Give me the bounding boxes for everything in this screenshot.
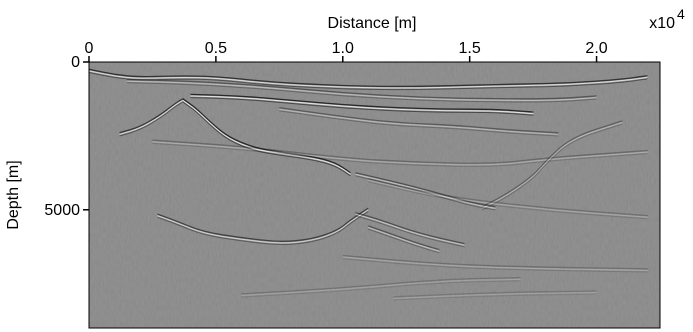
reflector-mid-2-trough — [152, 139, 648, 164]
reflector-base-salt — [157, 207, 369, 245]
x-tick-label-1: 0.5 — [205, 40, 227, 57]
reflector-bright-layer — [190, 93, 534, 116]
y-axis: 0 5000 — [44, 54, 89, 219]
reflector-deep-5-sidelobe — [393, 293, 598, 301]
reflector-deep-3-peak — [342, 256, 648, 271]
reflector-mid-2 — [152, 139, 648, 167]
reflector-sub-salt-2-sidelobe — [368, 228, 440, 254]
reflector-fault — [482, 120, 623, 211]
reflector-deep-2-peak — [368, 179, 648, 218]
reflector-sub-salt-1-trough — [355, 211, 466, 245]
reflector-bright-layer-trough — [190, 93, 534, 113]
reflector-mid-1-peak — [279, 108, 560, 135]
reflector-deep-4-peak — [241, 278, 521, 297]
reflector-salt-top-left-sidelobe — [119, 101, 184, 137]
reflector-sub-salt-1 — [355, 211, 466, 248]
reflector-base-salt-peak — [157, 209, 369, 244]
reflector-sub-salt-1-sidelobe — [355, 215, 466, 248]
reflector-sub-salt-2-trough — [367, 225, 440, 251]
x-tick-label-2: 1.0 — [332, 40, 354, 57]
reflector-sub-salt-2-peak — [368, 226, 440, 252]
reflector-salt-top-left — [119, 98, 184, 137]
reflector-deep-3 — [342, 254, 648, 273]
reflector-fault-sidelobe — [482, 123, 623, 211]
reflector-salt-top-right-peak — [182, 99, 351, 175]
x-tick-label-4: 2.0 — [585, 40, 607, 57]
reflector-deep-2-sidelobe — [368, 181, 648, 220]
reflector-deep-1-peak — [355, 173, 496, 209]
reflector-deep-5-peak — [393, 291, 598, 299]
x-tick-label-3: 1.5 — [459, 40, 481, 57]
reflector-layer — [89, 68, 648, 301]
reflector-deep-4-sidelobe — [241, 280, 521, 298]
reflector-base-salt-sidelobe — [157, 210, 369, 245]
reflector-shallow-1-trough — [127, 78, 598, 100]
reflector-bright-layer-sidelobe — [190, 97, 534, 116]
reflector-base-salt-trough — [157, 207, 369, 242]
reflector-deep-2 — [368, 177, 648, 220]
reflector-sub-salt-1-peak — [355, 213, 466, 246]
reflector-seafloor-trough — [89, 68, 648, 88]
x-multiplier-label: x10 — [649, 15, 675, 32]
reflector-deep-2-trough — [368, 177, 648, 217]
reflector-fault-trough — [482, 120, 623, 208]
reflector-deep-4-trough — [241, 276, 522, 295]
reflector-deep-1-sidelobe — [355, 175, 496, 211]
reflector-salt-top-left-trough — [119, 98, 184, 134]
reflector-shallow-1 — [127, 78, 598, 103]
reflector-shallow-1-peak — [127, 80, 598, 101]
reflector-mid-1 — [279, 107, 560, 137]
reflector-salt-top-right-sidelobe — [182, 101, 351, 177]
reflector-deep-3-sidelobe — [342, 258, 648, 273]
reflector-mid-1-trough — [279, 107, 560, 134]
reflector-deep-1-trough — [355, 172, 496, 208]
reflector-seafloor-peak — [89, 70, 648, 89]
reflector-salt-top-left-peak — [119, 99, 184, 135]
x-axis: 0 0.5 1.0 1.5 2.0 — [85, 40, 608, 62]
x-multiplier-exponent: 4 — [677, 6, 685, 22]
reflector-deep-5 — [393, 290, 598, 301]
reflector-shallow-1-sidelobe — [127, 82, 598, 103]
reflector-deep-5-trough — [393, 290, 598, 298]
y-tick-label-1: 5000 — [44, 202, 80, 219]
plot-frame — [88, 61, 661, 329]
y-tick-label-0: 0 — [71, 54, 80, 71]
reflector-bright-layer-peak — [190, 95, 534, 115]
x-tick-label-0: 0 — [85, 40, 94, 57]
reflector-mid-2-sidelobe — [152, 142, 648, 167]
reflector-mid-2-peak — [152, 141, 648, 166]
reflector-mid-1-sidelobe — [279, 110, 559, 137]
y-axis-label: Depth [m] — [5, 160, 22, 229]
reflector-deep-3-trough — [342, 254, 648, 270]
reflector-salt-top-right-trough — [182, 98, 352, 174]
reflector-salt-top-right — [182, 98, 352, 177]
reflector-deep-1 — [355, 172, 496, 211]
x-axis-label: Distance [m] — [328, 15, 417, 32]
reflector-fault-peak — [482, 122, 623, 209]
reflector-sub-salt-2 — [367, 225, 440, 254]
reflector-deep-4 — [241, 276, 522, 298]
